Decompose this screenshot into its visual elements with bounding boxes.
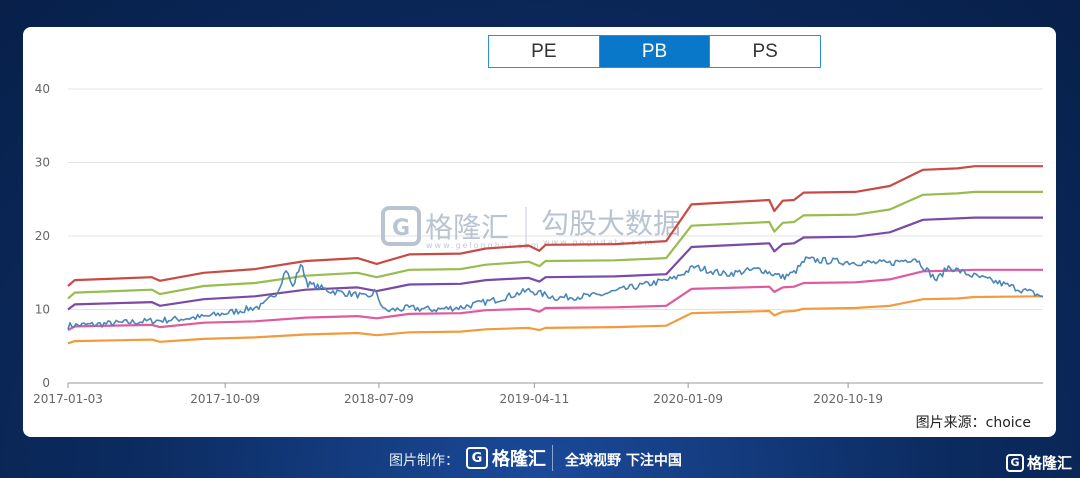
- footer-logo: G 格隆汇: [466, 445, 546, 471]
- y-tick-label: 40: [35, 82, 50, 96]
- series-line-4: [67, 295, 1044, 345]
- source-label: 图片来源：choice: [915, 415, 1031, 431]
- corner-brand: 格隆汇: [1026, 454, 1072, 472]
- x-tick-label: 2020-10-19: [813, 392, 883, 406]
- series-line-2: [67, 216, 1043, 311]
- chart-card: G 格隆汇 www.gelonghui.com 勾股大数据 www.goguda…: [23, 27, 1056, 437]
- watermark-logo-letter: G: [392, 216, 410, 241]
- series-line-3: [67, 268, 1043, 332]
- watermark-brand: 格隆汇: [425, 211, 509, 244]
- footer-brand: 格隆汇: [492, 449, 546, 470]
- y-tick-label: 0: [42, 376, 50, 390]
- footer-divider: [552, 445, 553, 471]
- chart-series: [67, 165, 1044, 345]
- metric-tabs: PE PB PS: [488, 35, 821, 68]
- tab-ps[interactable]: PS: [709, 36, 821, 67]
- watermark-logo-box: [381, 206, 421, 246]
- watermark-url: www.gogudata.com: [543, 238, 654, 247]
- footer-slogan: 全球视野 下注中国: [565, 453, 682, 469]
- corner-logo-icon: G: [1005, 453, 1024, 472]
- x-tick-label: 2018-07-09: [344, 392, 414, 406]
- y-tick-label: 20: [35, 229, 50, 243]
- x-tick-label: 2017-10-09: [190, 392, 260, 406]
- y-tick-label: 10: [35, 303, 50, 317]
- x-tick-label: 2020-01-09: [653, 392, 723, 406]
- x-tick-label: 2017-01-03: [33, 392, 103, 406]
- y-tick-label: 30: [35, 156, 50, 170]
- series-line-5: [67, 256, 1044, 330]
- made-by-label: 图片制作：: [389, 453, 459, 469]
- pb-band-chart: G 格隆汇 www.gelonghui.com 勾股大数据 www.goguda…: [33, 82, 1044, 406]
- series-line-1: [67, 190, 1043, 300]
- series-line-0: [67, 165, 1043, 287]
- x-tick-label: 2019-04-11: [500, 392, 570, 406]
- gelonghui-logo-icon: G: [466, 447, 488, 469]
- watermark: G 格隆汇 www.gelonghui.com 勾股大数据 www.goguda…: [381, 206, 681, 250]
- chart-axes: 0 10 20 30 40 2017-01-03 2017-10-09 2018-07-09 2…: [33, 82, 1043, 406]
- footer: 图片制作： G 格隆汇 全球视野 下注中国 G 格隆汇: [0, 440, 1080, 478]
- tab-pe[interactable]: PE: [489, 36, 599, 67]
- corner-logo: G 格隆汇: [1005, 452, 1072, 473]
- tab-pb[interactable]: PB: [598, 36, 710, 67]
- watermark-brand-url: www.gelonghui.com: [426, 241, 541, 250]
- watermark-text: 勾股大数据: [541, 207, 681, 240]
